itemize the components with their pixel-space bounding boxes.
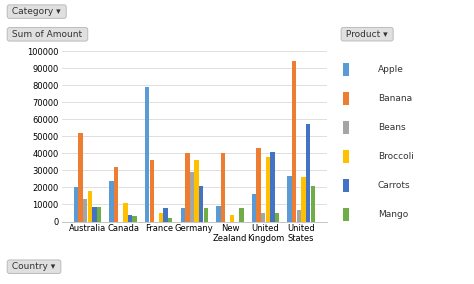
FancyBboxPatch shape [343, 92, 349, 105]
Bar [270, 152, 275, 222]
Text: Beans: Beans [378, 123, 405, 132]
Text: Apple: Apple [378, 65, 404, 74]
Bar [306, 124, 310, 222]
Text: Carrots: Carrots [378, 181, 410, 190]
Bar [78, 133, 83, 222]
Bar [164, 208, 168, 222]
Bar [252, 194, 256, 222]
Text: Broccoli: Broccoli [378, 152, 414, 161]
Bar [132, 216, 137, 222]
Bar [190, 172, 194, 222]
Bar [221, 153, 225, 222]
Bar [230, 215, 235, 222]
Bar [128, 215, 132, 222]
Bar [83, 199, 87, 222]
Bar [73, 187, 78, 222]
Bar [88, 191, 92, 222]
Bar [239, 208, 244, 222]
Bar [181, 208, 185, 222]
Text: Mango: Mango [378, 210, 408, 219]
Bar [310, 186, 315, 222]
Bar [168, 218, 173, 222]
Bar [292, 61, 296, 222]
Bar [261, 213, 265, 222]
Text: Category ▾: Category ▾ [9, 7, 64, 16]
Bar [297, 210, 301, 222]
Bar [159, 213, 163, 222]
Bar [150, 160, 154, 222]
Bar [256, 148, 261, 222]
Text: Sum of Amount: Sum of Amount [9, 30, 85, 39]
Bar [185, 153, 190, 222]
Bar [92, 207, 97, 222]
Bar [109, 181, 114, 222]
Bar [97, 207, 101, 222]
Bar [266, 157, 270, 222]
FancyBboxPatch shape [343, 150, 349, 163]
Text: Product ▾: Product ▾ [343, 30, 391, 39]
FancyBboxPatch shape [343, 121, 349, 134]
Bar [145, 87, 149, 222]
Bar [199, 186, 203, 222]
FancyBboxPatch shape [343, 63, 349, 76]
Bar [301, 177, 306, 222]
FancyBboxPatch shape [343, 208, 349, 221]
Bar [123, 203, 128, 222]
Bar [275, 213, 279, 222]
Bar [194, 160, 199, 222]
Bar [204, 208, 208, 222]
Bar [216, 206, 220, 222]
Text: Banana: Banana [378, 94, 412, 103]
FancyBboxPatch shape [343, 179, 349, 192]
Bar [114, 167, 118, 222]
Text: Country ▾: Country ▾ [9, 262, 59, 271]
Bar [287, 176, 292, 222]
